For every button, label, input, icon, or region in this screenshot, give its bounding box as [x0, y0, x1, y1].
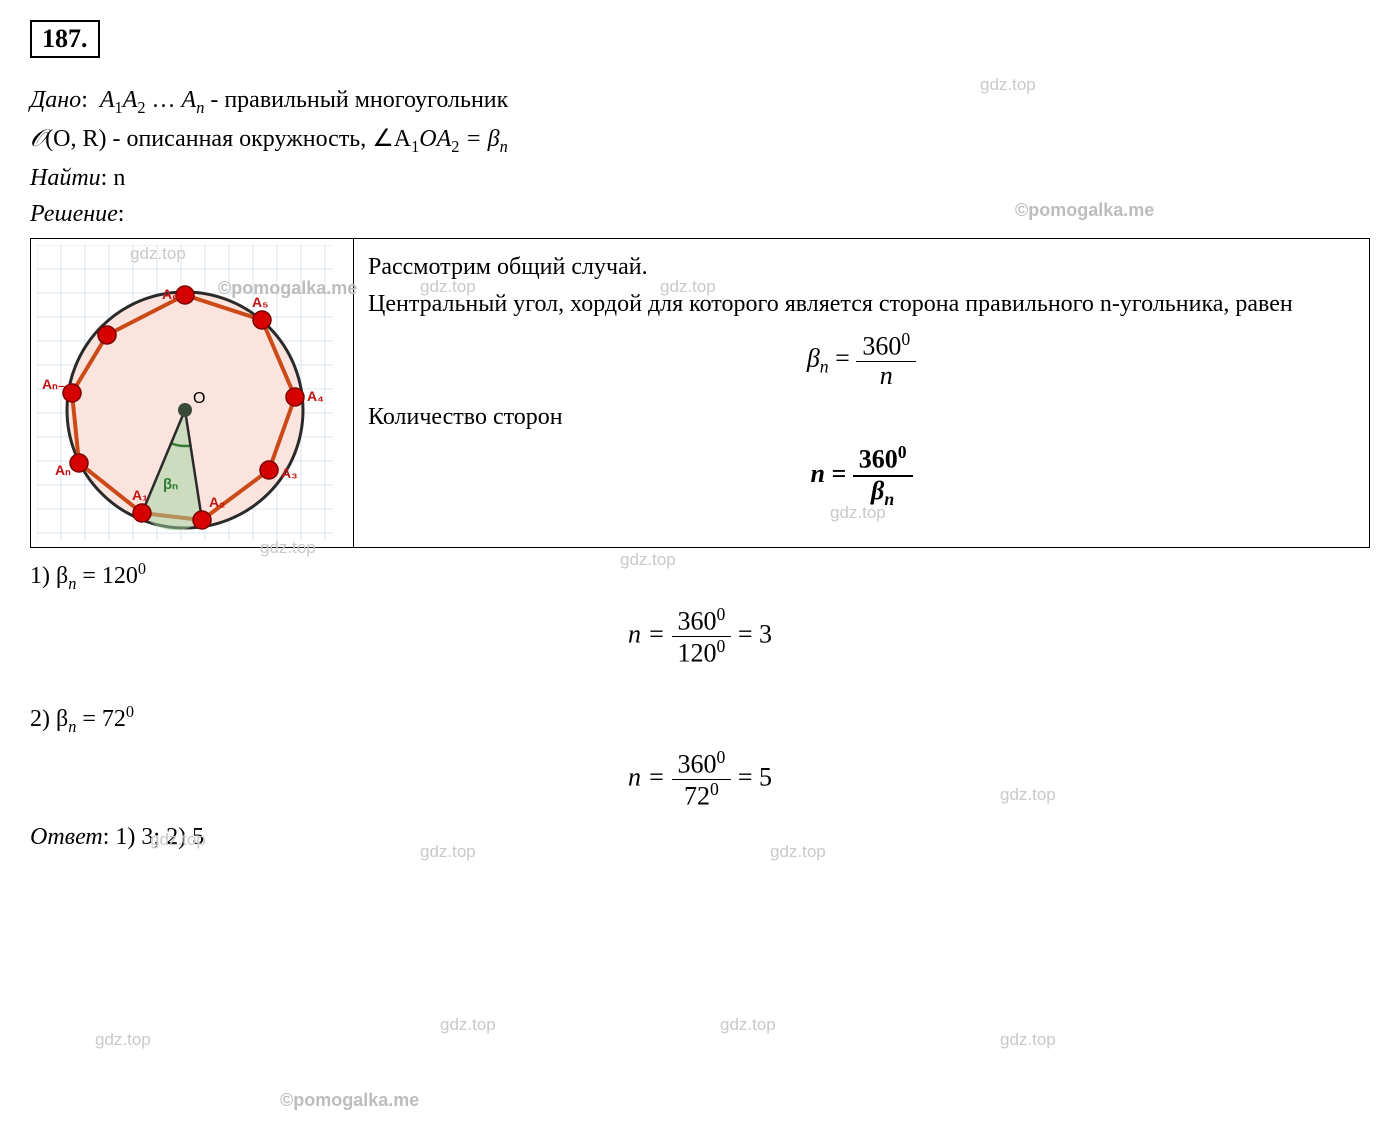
solution-p2: Центральный угол, хордой для которого яв… [368, 288, 1355, 320]
watermark-gdz: gdz.top [440, 1015, 496, 1035]
svg-text:Aₙ: Aₙ [55, 462, 71, 478]
diagram-cell: A₁ A₂ A₃ A₄ A₅ A₆ Aₙ₋₁ Aₙ Oβₙ [31, 239, 354, 547]
case-1-label: 1) βn = 1200 [30, 558, 1370, 595]
svg-text:O: O [193, 390, 205, 407]
case-1-calc: n = 36001200 = 3 [30, 605, 1370, 669]
formula-beta: βn = 3600n [368, 330, 1355, 391]
svg-text:βₙ: βₙ [163, 476, 178, 493]
watermark-gdz: gdz.top [720, 1015, 776, 1035]
solution-box: A₁ A₂ A₃ A₄ A₅ A₆ Aₙ₋₁ Aₙ Oβₙ Рассмотрим общий с… [30, 238, 1370, 548]
solution-label: Решение: [30, 198, 1370, 230]
case-2-label: 2) βn = 720 [30, 701, 1370, 738]
watermark-pomogalka: ©pomogalka.me [280, 1090, 419, 1111]
watermark-gdz: gdz.top [95, 1030, 151, 1050]
svg-text:A₂: A₂ [209, 494, 225, 510]
formula-n: n = 3600βn [368, 443, 1355, 509]
given-line-1: Дано: A1A2 … An - правильный многоугольн… [30, 84, 1370, 119]
problem-number: 187. [30, 20, 100, 58]
svg-text:A₄: A₄ [307, 388, 324, 404]
given-label: Дано [30, 87, 81, 113]
polygon-diagram: A₁ A₂ A₃ A₄ A₅ A₆ Aₙ₋₁ Aₙ Oβₙ [37, 245, 333, 541]
given-line-2: 𝒪(O, R) - описанная окружность, ∠A1OA2 =… [30, 123, 1370, 158]
solution-p1: Рассмотрим общий случай. [368, 251, 1355, 283]
svg-text:A₃: A₃ [281, 465, 298, 481]
find-line: Найти: n [30, 162, 1370, 194]
answer-line: Ответ: 1) 3; 2) 5 [30, 821, 1370, 853]
svg-text:Aₙ₋₁: Aₙ₋₁ [42, 376, 71, 392]
case-2-calc: n = 3600720 = 5 [30, 748, 1370, 812]
solution-text: Рассмотрим общий случай. Центральный уго… [354, 239, 1369, 547]
solution-p3: Количество сторон [368, 401, 1355, 433]
svg-text:A₁: A₁ [132, 487, 148, 503]
watermark-gdz: gdz.top [1000, 1030, 1056, 1050]
svg-text:A₆: A₆ [162, 286, 178, 302]
svg-text:A₅: A₅ [252, 294, 269, 310]
